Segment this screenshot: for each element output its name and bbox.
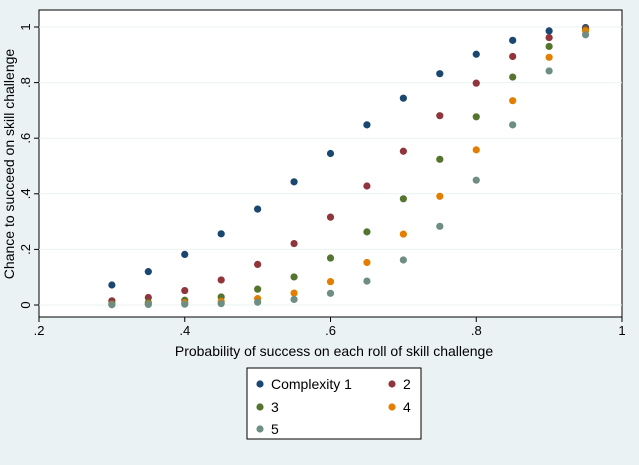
- plot-area: [38, 9, 623, 318]
- y-tick-label: 0: [18, 301, 33, 308]
- data-point: [472, 176, 480, 184]
- legend-label: 3: [271, 399, 279, 415]
- legend-marker: [388, 380, 396, 388]
- y-tick-label: .8: [18, 77, 33, 88]
- data-point: [254, 298, 262, 306]
- data-point: [363, 121, 371, 129]
- data-point: [363, 277, 371, 285]
- data-point: [472, 113, 480, 121]
- x-axis: .2 .4 .6 .8 1: [34, 317, 626, 338]
- x-tick-label: .6: [325, 323, 336, 338]
- data-point: [181, 250, 189, 259]
- data-point: [363, 228, 371, 236]
- data-point: [217, 230, 225, 238]
- data-point: [509, 121, 517, 129]
- data-point: [217, 276, 225, 284]
- y-tick-label: 1: [18, 23, 33, 30]
- data-point: [363, 258, 371, 267]
- data-point: [509, 97, 517, 105]
- data-point: [436, 112, 444, 120]
- data-point: [509, 73, 517, 81]
- data-point: [290, 295, 298, 304]
- data-point: [545, 67, 553, 75]
- data-points: [108, 23, 590, 309]
- y-tick-label: .4: [18, 188, 33, 199]
- legend-label: 5: [271, 421, 279, 437]
- data-point: [581, 31, 590, 39]
- data-point: [326, 278, 335, 286]
- data-point: [399, 256, 407, 264]
- data-point: [436, 222, 444, 230]
- data-point: [509, 52, 517, 61]
- gridlines: [39, 26, 622, 306]
- legend-label: Complexity 1: [271, 376, 352, 392]
- data-point: [472, 50, 480, 58]
- legend: Complexity 1 2 3 4 5: [246, 367, 422, 440]
- legend-marker: [256, 425, 264, 433]
- legend-marker: [256, 403, 264, 411]
- data-point: [399, 230, 407, 238]
- data-point: [254, 260, 262, 269]
- data-point: [436, 192, 444, 200]
- data-point: [399, 94, 407, 102]
- x-tick-label: .4: [179, 323, 190, 338]
- data-point: [254, 285, 262, 293]
- data-point: [144, 268, 152, 276]
- data-point: [181, 286, 189, 295]
- data-point: [290, 239, 298, 248]
- data-point: [436, 70, 444, 78]
- data-point: [363, 182, 371, 190]
- data-point: [326, 149, 335, 158]
- x-tick-label: .2: [34, 323, 45, 338]
- legend-marker: [256, 380, 264, 388]
- data-point: [326, 254, 335, 262]
- x-tick-label: .8: [471, 323, 482, 338]
- data-point: [290, 178, 298, 186]
- x-axis-title: Probability of success on each roll of s…: [175, 343, 493, 359]
- data-point: [399, 195, 407, 203]
- data-point: [108, 301, 116, 309]
- data-point: [290, 289, 298, 297]
- series-5: [108, 31, 590, 309]
- y-tick-label: .2: [18, 244, 33, 255]
- data-point: [108, 281, 116, 289]
- data-point: [436, 155, 444, 163]
- data-point: [399, 147, 407, 155]
- legend-marker: [388, 403, 396, 411]
- data-point: [181, 300, 189, 308]
- data-point: [254, 205, 262, 213]
- data-point: [217, 300, 225, 308]
- y-axis: 0 .2 .4 .6 .8 1: [18, 23, 39, 309]
- data-point: [472, 146, 480, 154]
- data-point: [545, 53, 553, 61]
- data-point: [326, 213, 335, 221]
- legend-label: 2: [403, 376, 411, 392]
- data-point: [472, 79, 480, 87]
- y-axis-title: Chance to succeed on skill challenge: [1, 49, 17, 280]
- data-point: [144, 300, 152, 309]
- data-point: [545, 33, 553, 42]
- y-tick-label: .6: [18, 133, 33, 144]
- data-point: [326, 289, 335, 297]
- legend-box: [246, 367, 422, 440]
- data-point: [545, 27, 553, 35]
- legend-label: 4: [403, 399, 411, 415]
- x-tick-label: 1: [618, 323, 625, 338]
- data-point: [144, 293, 152, 302]
- data-point: [290, 273, 298, 281]
- data-point: [509, 36, 517, 44]
- data-point: [545, 42, 553, 51]
